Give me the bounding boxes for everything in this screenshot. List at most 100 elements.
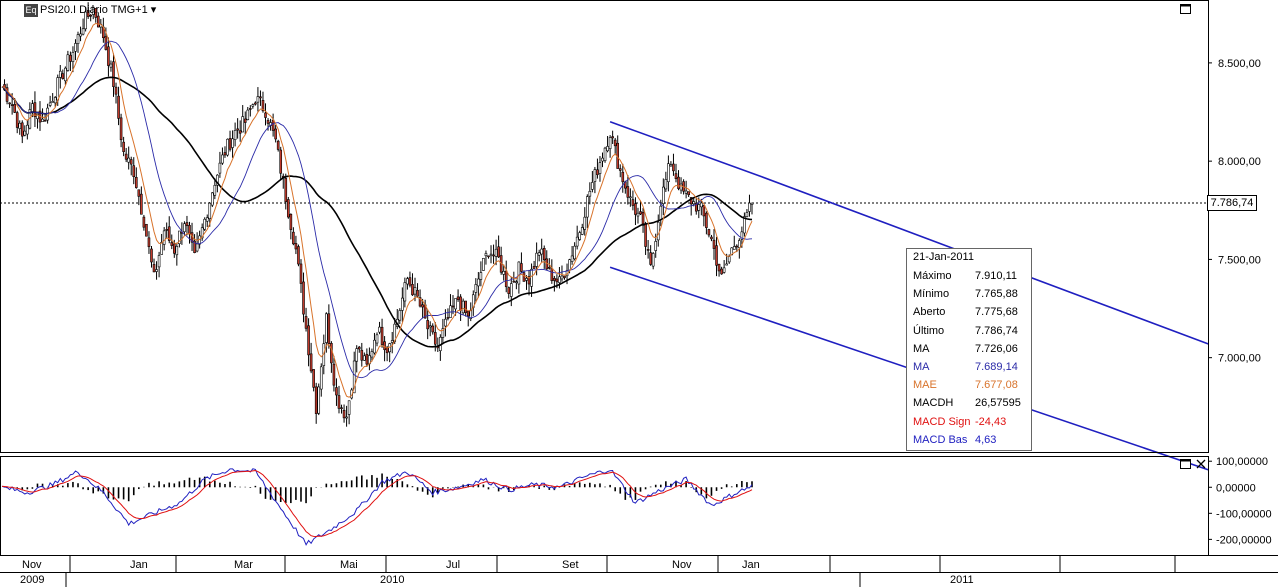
candle [23, 130, 27, 136]
x-year-label: 2010 [380, 574, 404, 586]
chart-header[interactable]: Eq PSI20.I Diário TMG+1 ▾ [24, 3, 156, 17]
candle [254, 102, 257, 105]
candle [226, 138, 229, 156]
candle [502, 271, 505, 275]
candle [596, 169, 599, 176]
candle [276, 140, 280, 150]
macd-histogram-bar [168, 482, 171, 488]
trend-channel [609, 121, 1209, 471]
candle [667, 163, 670, 183]
candle [515, 281, 518, 283]
candle [456, 296, 460, 300]
candle [380, 326, 384, 345]
macd-histogram-bar [477, 484, 480, 488]
macd-histogram-bar [335, 483, 338, 488]
candle [357, 346, 361, 350]
candle [700, 202, 703, 208]
candle [461, 300, 465, 314]
macd-histogram-bar [386, 476, 388, 488]
candle [418, 297, 422, 307]
maximize-icon[interactable] [1180, 459, 1191, 472]
macd-histogram-bar [720, 487, 723, 489]
macd-histogram-bar [497, 487, 500, 492]
candle [264, 112, 267, 118]
candle [532, 266, 536, 269]
macd-histogram-bar [148, 482, 150, 488]
candle [74, 43, 77, 52]
y-tick-label: 100,00000 [1216, 456, 1268, 468]
macd-histogram-bar [193, 479, 196, 488]
macd-histogram-bar [538, 487, 540, 489]
candle [654, 241, 658, 251]
candle [370, 351, 374, 358]
macd-histogram-bar [360, 475, 363, 488]
macd-histogram-bar [746, 482, 748, 488]
candle [664, 179, 668, 190]
macd-histogram-bar [594, 484, 596, 488]
candle [335, 387, 338, 396]
candle [266, 120, 270, 124]
caret-down-icon[interactable]: ▾ [147, 4, 157, 16]
macd-histogram-bar [730, 486, 733, 488]
candle [249, 108, 252, 110]
candle [91, 6, 95, 15]
candle [398, 310, 402, 321]
candle [342, 409, 346, 419]
candle [555, 278, 559, 283]
macd-histogram-bar [97, 487, 100, 492]
candle [433, 332, 437, 345]
macd-histogram-bar [36, 483, 39, 488]
candle [345, 416, 348, 419]
candle [375, 334, 379, 344]
candle [302, 281, 305, 315]
macd-histogram-bar [578, 482, 581, 488]
candle [702, 205, 706, 217]
candle [127, 157, 130, 163]
chart-title[interactable]: PSI20.I Diário TMG+1 [40, 4, 148, 16]
macd-histogram-bar [279, 487, 282, 503]
infobox-row: Último 7.786,74 [907, 322, 1031, 340]
maximize-icon[interactable] [1180, 4, 1191, 17]
macd-histogram-bar [264, 487, 267, 499]
candle [431, 325, 435, 333]
macd-histogram-bar [188, 477, 191, 488]
candle [411, 284, 414, 296]
candle [76, 34, 80, 44]
candle [325, 313, 328, 343]
x-tick-label: Jul [446, 559, 460, 571]
candle [603, 147, 607, 161]
candle [71, 52, 75, 62]
candle [317, 386, 321, 414]
candle [406, 278, 409, 285]
macd-histogram-bar [416, 487, 419, 491]
candle [61, 73, 65, 79]
candle [738, 240, 741, 248]
candle [487, 255, 490, 258]
candle [509, 283, 513, 297]
macd-histogram-bar [77, 483, 79, 488]
infobox-row: Mínimo 7.765,88 [907, 285, 1031, 303]
macd-histogram-bar [406, 484, 409, 488]
macd-histogram-bar [122, 487, 125, 500]
candle [112, 61, 115, 87]
candle [540, 248, 543, 255]
candle [687, 191, 690, 196]
candle [517, 261, 521, 285]
candle [621, 171, 625, 183]
macd-histogram-bar [102, 487, 105, 494]
infobox-row: MA 7.689,14 [907, 358, 1031, 376]
close-icon[interactable] [1196, 459, 1206, 472]
candle [525, 278, 528, 281]
candle [307, 325, 310, 356]
y-tick-label: 8.000,00 [1218, 156, 1261, 168]
infobox-label: MAE [913, 379, 937, 392]
candle [175, 246, 179, 256]
candle [522, 272, 526, 282]
candle [162, 230, 166, 245]
candle [451, 305, 455, 308]
candle [66, 54, 70, 71]
y-tick-label: 8.500,00 [1218, 58, 1261, 70]
candle [152, 264, 156, 273]
macd-histogram-bar [163, 484, 165, 488]
